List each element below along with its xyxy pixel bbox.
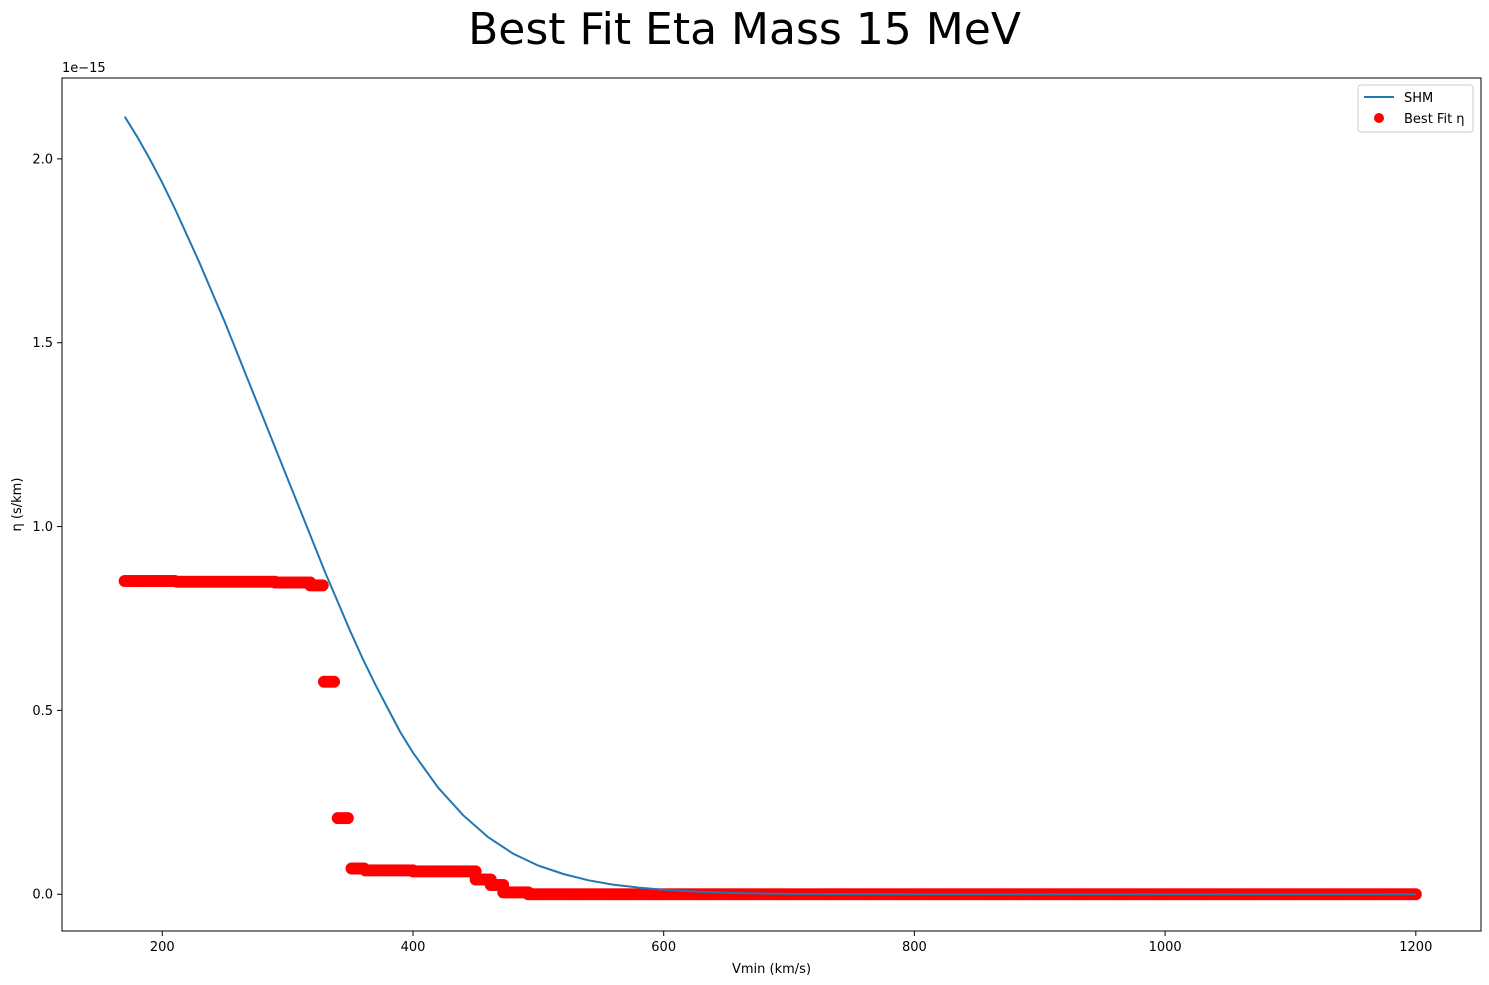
y-axis-ticks: 0.0 0.5 1.0 1.5 2.0 — [32, 152, 62, 903]
y-tick-label: 2.0 — [32, 152, 53, 167]
y-tick-label: 1.0 — [32, 520, 53, 535]
axes-frame — [61, 77, 1482, 932]
y-tick-label: 1.5 — [32, 336, 53, 351]
scatter-layer — [118, 574, 1422, 901]
shm-line — [123, 116, 1416, 896]
legend: SHM Best Fit η — [1357, 84, 1474, 133]
legend-dot-swatch — [1374, 113, 1384, 123]
best-fit-point — [316, 579, 329, 592]
x-tick-label: 400 — [401, 940, 426, 955]
x-tick-label: 1000 — [1149, 940, 1182, 955]
y-tick-label: 0.0 — [32, 888, 53, 903]
legend-label-best-fit: Best Fit η — [1404, 112, 1465, 127]
y-tick-label: 0.5 — [32, 704, 53, 719]
x-tick-label: 1200 — [1399, 940, 1432, 955]
best-fit-point — [1409, 888, 1422, 901]
x-tick-label: 800 — [902, 940, 927, 955]
y-axis-offset-text: 1e−15 — [62, 61, 106, 76]
line-layer — [123, 116, 1416, 896]
x-axis-ticks: 200 400 600 800 1000 1200 — [150, 931, 1432, 955]
y-axis-label: η (s/km) — [10, 478, 25, 532]
x-axis-label: Vmin (km/s) — [732, 962, 811, 977]
legend-label-shm: SHM — [1404, 91, 1433, 106]
x-tick-label: 600 — [651, 940, 676, 955]
best-fit-point — [341, 812, 354, 825]
chart-title: Best Fit Eta Mass 15 MeV — [468, 4, 1021, 55]
best-fit-point — [328, 675, 341, 688]
x-tick-label: 200 — [150, 940, 175, 955]
